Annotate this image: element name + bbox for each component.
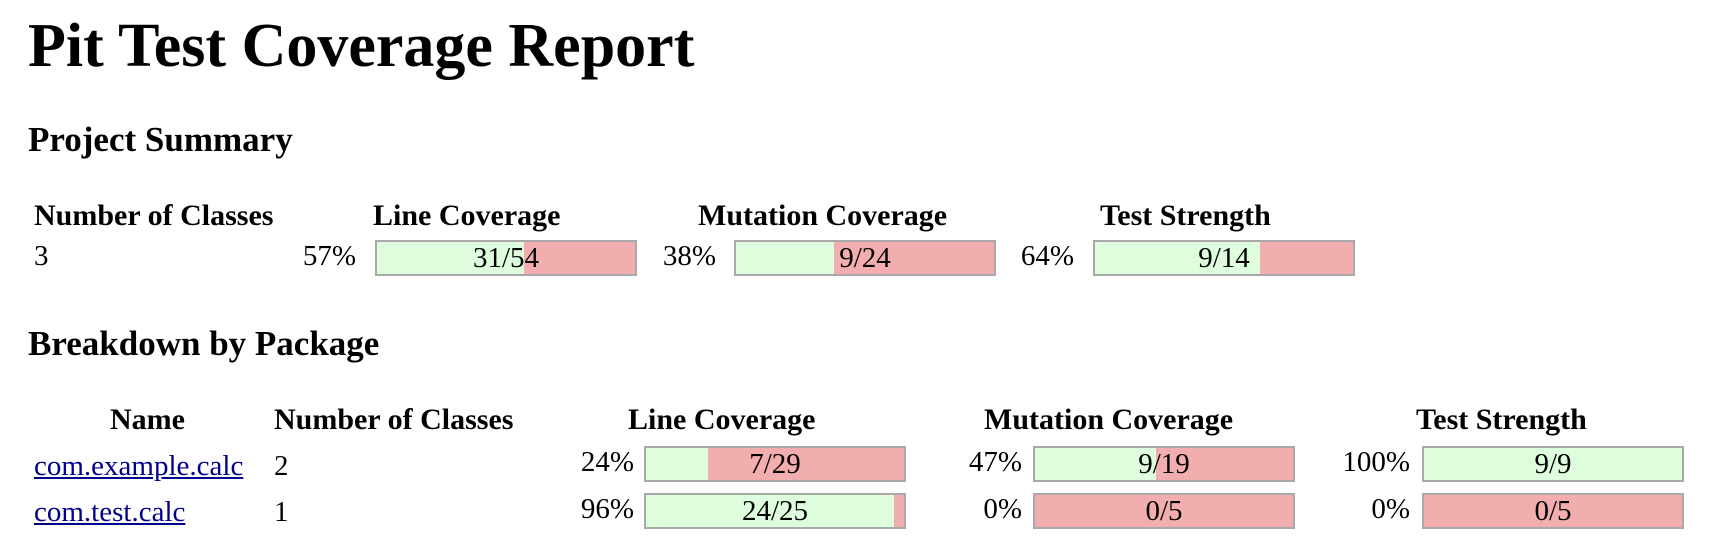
page-title: Pit Test Coverage Report <box>28 12 695 80</box>
header-line-coverage: Line Coverage <box>628 403 816 436</box>
project-summary-heading: Project Summary <box>28 120 293 159</box>
test-strength-bar: 9/9 <box>1422 446 1684 482</box>
coverage-fill <box>646 495 894 527</box>
header-line-coverage: Line Coverage <box>373 199 561 232</box>
package-link[interactable]: com.test.calc <box>34 496 186 528</box>
test-strength-bar: 0/5 <box>1422 493 1684 529</box>
coverage-fill <box>377 242 525 274</box>
summary-number-of-classes: 3 <box>34 240 49 272</box>
mutation-coverage-percent: 47% <box>968 446 1022 478</box>
summary-line-coverage-bar: 31/54 <box>375 240 637 276</box>
test-strength-ratio: 0/5 <box>1534 495 1572 527</box>
summary-mutation-coverage-bar: 9/24 <box>734 240 996 276</box>
summary-mutation-coverage-ratio: 9/24 <box>839 242 891 274</box>
line-coverage-bar: 24/25 <box>644 493 906 529</box>
test-strength-percent: 100% <box>1342 446 1410 478</box>
line-coverage-ratio: 7/29 <box>749 448 801 480</box>
line-coverage-percent: 24% <box>580 446 634 478</box>
mutation-coverage-percent: 0% <box>983 493 1022 525</box>
coverage-fill <box>1424 448 1682 480</box>
line-coverage-percent: 96% <box>580 493 634 525</box>
line-coverage-bar: 7/29 <box>644 446 906 482</box>
coverage-fill <box>1035 448 1157 480</box>
package-number-of-classes: 2 <box>274 450 289 482</box>
summary-test-strength-bar: 9/14 <box>1093 240 1355 276</box>
header-number-of-classes: Number of Classes <box>34 199 274 232</box>
header-name: Name <box>110 403 185 436</box>
summary-line-coverage-ratio: 31/54 <box>472 242 540 274</box>
coverage-fill <box>1095 242 1261 274</box>
summary-mutation-coverage-percent: 38% <box>662 240 716 272</box>
package-link[interactable]: com.example.calc <box>34 450 244 482</box>
mutation-coverage-ratio: 9/19 <box>1138 448 1190 480</box>
mutation-coverage-ratio: 0/5 <box>1145 495 1183 527</box>
header-test-strength: Test Strength <box>1100 199 1271 232</box>
test-strength-ratio: 9/9 <box>1534 448 1572 480</box>
coverage-fill <box>736 242 835 274</box>
header-mutation-coverage: Mutation Coverage <box>698 199 948 232</box>
header-test-strength: Test Strength <box>1416 403 1587 436</box>
mutation-coverage-bar: 9/19 <box>1033 446 1295 482</box>
summary-test-strength-percent: 64% <box>1020 240 1074 272</box>
breakdown-heading: Breakdown by Package <box>28 324 380 363</box>
summary-line-coverage-percent: 57% <box>302 240 356 272</box>
mutation-coverage-bar: 0/5 <box>1033 493 1295 529</box>
line-coverage-ratio: 24/25 <box>741 495 809 527</box>
header-number-of-classes: Number of Classes <box>274 403 514 436</box>
coverage-fill <box>646 448 708 480</box>
package-number-of-classes: 1 <box>274 496 289 528</box>
summary-test-strength-ratio: 9/14 <box>1198 242 1250 274</box>
header-mutation-coverage: Mutation Coverage <box>984 403 1234 436</box>
test-strength-percent: 0% <box>1371 493 1410 525</box>
